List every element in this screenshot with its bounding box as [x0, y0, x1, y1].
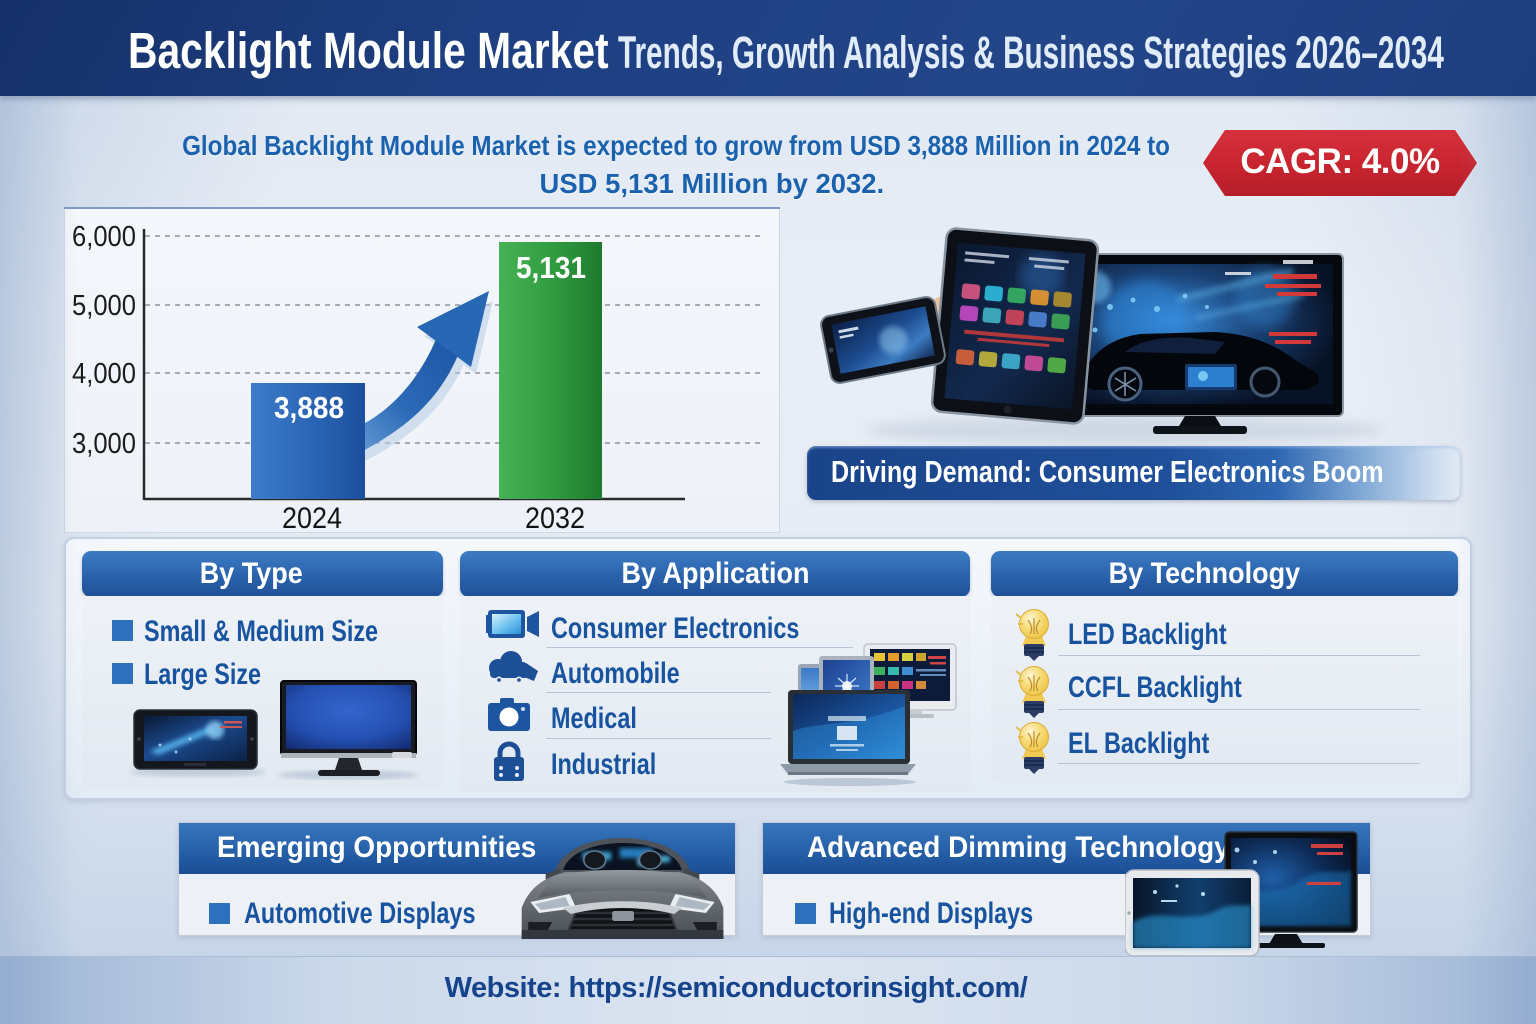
- svg-text:6,000: 6,000: [72, 221, 136, 253]
- svg-text:4,000: 4,000: [72, 358, 136, 390]
- svg-text:5,131: 5,131: [516, 250, 586, 285]
- svg-text:3,888: 3,888: [274, 390, 344, 425]
- svg-text:5,000: 5,000: [72, 290, 136, 322]
- svg-text:3,000: 3,000: [72, 428, 136, 460]
- svg-text:2032: 2032: [525, 502, 585, 533]
- svg-text:2024: 2024: [282, 502, 342, 533]
